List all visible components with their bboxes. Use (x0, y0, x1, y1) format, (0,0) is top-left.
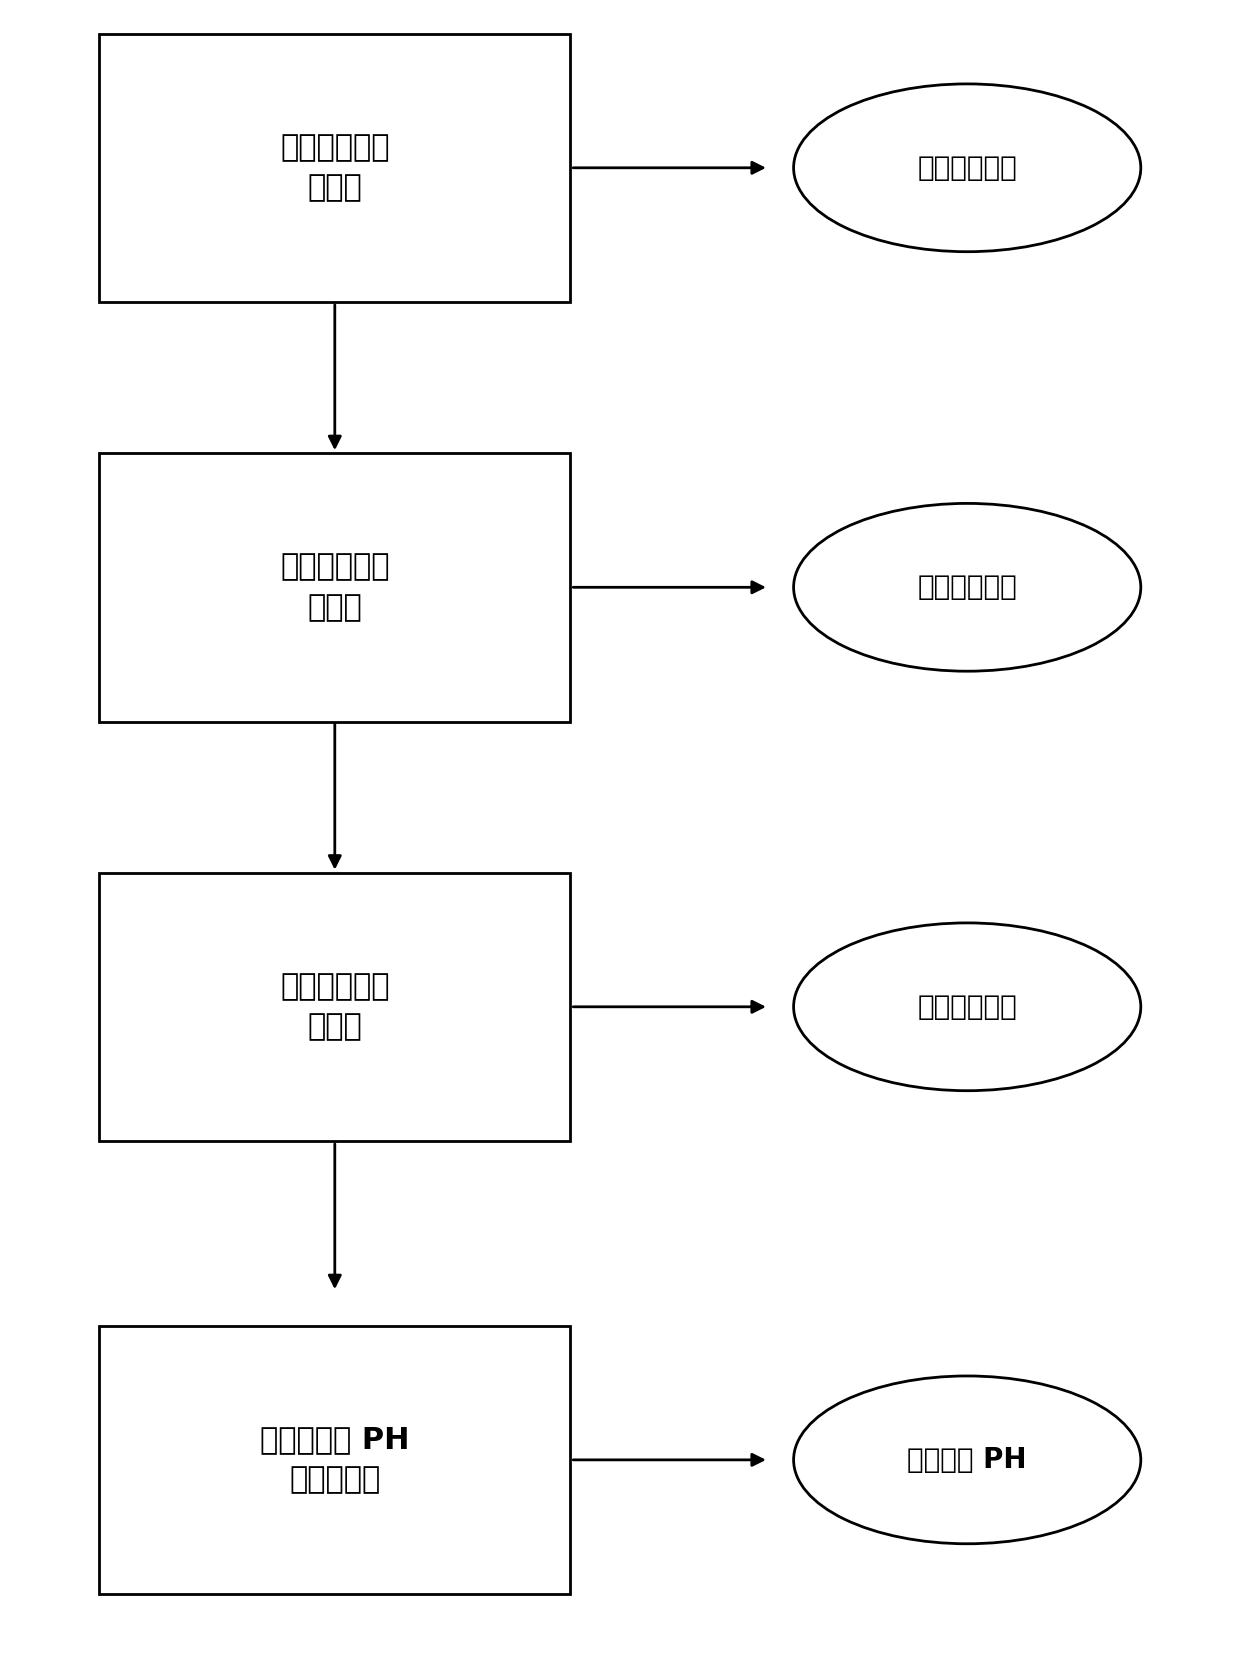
FancyBboxPatch shape (99, 873, 570, 1141)
FancyBboxPatch shape (99, 453, 570, 722)
Ellipse shape (794, 503, 1141, 671)
Text: 最佳运行 PH: 最佳运行 PH (908, 1446, 1027, 1473)
Text: 最佳运行温度: 最佳运行温度 (918, 993, 1017, 1020)
FancyBboxPatch shape (99, 34, 570, 302)
Text: 最佳运行压力: 最佳运行压力 (918, 154, 1017, 181)
Text: 运行压力的优
化调整: 运行压力的优 化调整 (280, 133, 389, 203)
Text: 被分离物料 PH
的优化调整: 被分离物料 PH 的优化调整 (260, 1425, 409, 1495)
Ellipse shape (794, 84, 1141, 252)
Ellipse shape (794, 1376, 1141, 1544)
Text: 运行流量的优
化调整: 运行流量的优 化调整 (280, 552, 389, 623)
Text: 运行温度的优
化调整: 运行温度的优 化调整 (280, 972, 389, 1042)
Ellipse shape (794, 923, 1141, 1091)
Text: 最佳运行流量: 最佳运行流量 (918, 574, 1017, 601)
FancyBboxPatch shape (99, 1326, 570, 1594)
